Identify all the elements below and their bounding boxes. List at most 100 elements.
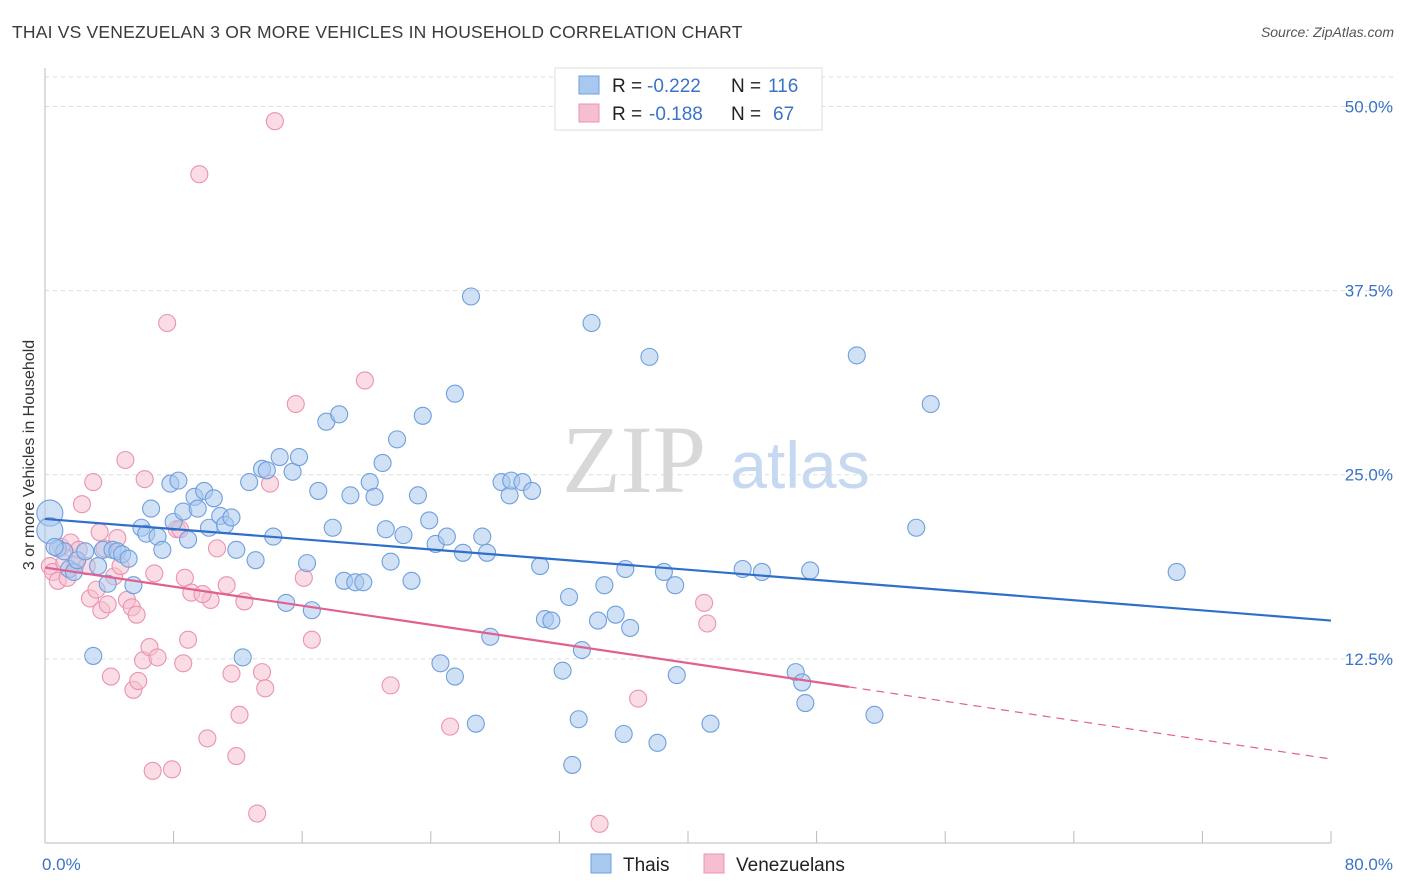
legend-r-value-thais: -0.222 <box>647 76 701 97</box>
point-thais-109 <box>801 561 820 580</box>
point-thais-108 <box>796 694 815 713</box>
point-thais-74 <box>466 714 485 733</box>
point-thais-9 <box>88 557 108 576</box>
point-thais-31 <box>204 489 223 508</box>
y-tick-label-3: 50.0% <box>1345 97 1393 116</box>
series-thais-points <box>36 287 1186 774</box>
point-venezuelans-56 <box>286 394 305 414</box>
point-thais-63 <box>402 571 421 590</box>
bottom-legend-thais: Thais <box>623 855 669 876</box>
y-tick-label-0: 12.5% <box>1345 650 1393 669</box>
y-tick-labels: 12.5% 25.0% 37.5% 50.0% <box>1345 97 1393 668</box>
point-thais-28 <box>188 499 207 518</box>
point-thais-60 <box>381 552 400 571</box>
point-thais-101 <box>666 576 685 595</box>
point-thais-73 <box>461 287 481 306</box>
point-thais-46 <box>297 554 317 573</box>
point-venezuelans-46 <box>217 576 236 595</box>
legend-n-label-2: N = <box>731 104 761 125</box>
point-thais-112 <box>907 518 926 537</box>
point-thais-53 <box>341 486 360 505</box>
point-thais-38 <box>246 551 265 570</box>
point-thais-82 <box>523 481 542 500</box>
point-venezuelans-64 <box>695 593 714 612</box>
bottom-legend-venezuelans: Venezuelans <box>736 855 845 876</box>
y-tick-label-2: 37.5% <box>1345 282 1393 301</box>
point-thais-15 <box>119 549 138 568</box>
point-thais-21 <box>153 540 172 559</box>
legend-r-label-2: R = <box>612 104 642 125</box>
point-thais-113 <box>921 394 940 414</box>
point-thais-55 <box>354 573 373 592</box>
y-axis-label: 3 or more Vehicles in Household <box>21 340 38 570</box>
point-thais-71 <box>445 667 464 686</box>
point-thais-19 <box>142 499 161 518</box>
point-thais-87 <box>559 587 579 607</box>
point-venezuelans-29 <box>135 470 154 489</box>
point-venezuelans-38 <box>174 654 193 673</box>
trend-lines <box>44 517 1332 760</box>
point-thais-70 <box>445 384 464 403</box>
trend-line-venezuelans <box>44 566 849 688</box>
legend-n-value-venezuelans: 67 <box>773 104 794 125</box>
point-venezuelans-18 <box>101 667 120 686</box>
legend-r-label-1: R = <box>612 76 642 97</box>
point-thais-8 <box>84 646 103 665</box>
point-venezuelans-66 <box>193 584 212 604</box>
point-venezuelans-35 <box>162 760 182 779</box>
x-tick-labels: 0.0% 80.0% <box>42 855 1393 874</box>
point-venezuelans-45 <box>207 539 227 558</box>
point-venezuelans-42 <box>190 165 209 184</box>
point-thais-93 <box>595 576 614 595</box>
point-thais-68 <box>431 654 450 673</box>
point-venezuelans-62 <box>590 814 609 833</box>
point-venezuelans-31 <box>143 761 162 780</box>
point-thais-99 <box>648 733 667 752</box>
point-venezuelans-47 <box>222 664 241 683</box>
point-thais-98 <box>640 347 659 366</box>
point-thais-85 <box>542 611 561 630</box>
point-thais-11 <box>98 574 117 593</box>
point-thais-97 <box>621 618 640 637</box>
legend-n-value-thais: 116 <box>768 76 798 97</box>
trend-line-thais <box>44 517 1332 622</box>
legend-r-value-venezuelans: -0.188 <box>649 104 703 125</box>
point-thais-107 <box>793 673 812 692</box>
point-thais-96 <box>616 559 635 579</box>
point-thais-89 <box>569 710 588 729</box>
point-venezuelans-40 <box>179 630 198 649</box>
point-venezuelans-17 <box>98 595 117 614</box>
point-venezuelans-32 <box>145 564 164 583</box>
point-venezuelans-48 <box>227 747 246 766</box>
legend-n-label-1: N = <box>731 76 761 97</box>
point-venezuelans-49 <box>230 705 249 724</box>
point-thais-69 <box>437 527 456 546</box>
point-venezuelans-60 <box>381 676 400 695</box>
point-thais-103 <box>701 714 720 733</box>
point-thais-62 <box>394 526 413 545</box>
point-thais-58 <box>373 453 392 472</box>
point-venezuelans-34 <box>158 313 177 333</box>
point-thais-102 <box>667 666 686 685</box>
point-thais-105 <box>752 562 771 582</box>
point-thais-61 <box>387 430 407 449</box>
point-thais-35 <box>227 540 246 559</box>
point-venezuelans-22 <box>116 450 135 470</box>
point-venezuelans-12 <box>84 473 103 492</box>
point-thais-45 <box>289 448 309 467</box>
point-venezuelans-55 <box>265 112 284 131</box>
point-venezuelans-51 <box>248 804 267 823</box>
series-venezuelans-points <box>40 112 717 833</box>
x-tick-label-1: 80.0% <box>1345 855 1393 874</box>
point-thais-92 <box>588 611 608 630</box>
point-thais-40 <box>257 461 276 480</box>
point-venezuelans-43 <box>198 729 217 748</box>
point-venezuelans-26 <box>127 605 146 624</box>
point-venezuelans-58 <box>302 630 321 649</box>
point-thais-115 <box>45 537 64 556</box>
point-thais-7 <box>76 542 95 561</box>
point-venezuelans-14 <box>90 523 109 542</box>
point-thais-59 <box>376 520 395 539</box>
point-thais-57 <box>365 487 384 506</box>
